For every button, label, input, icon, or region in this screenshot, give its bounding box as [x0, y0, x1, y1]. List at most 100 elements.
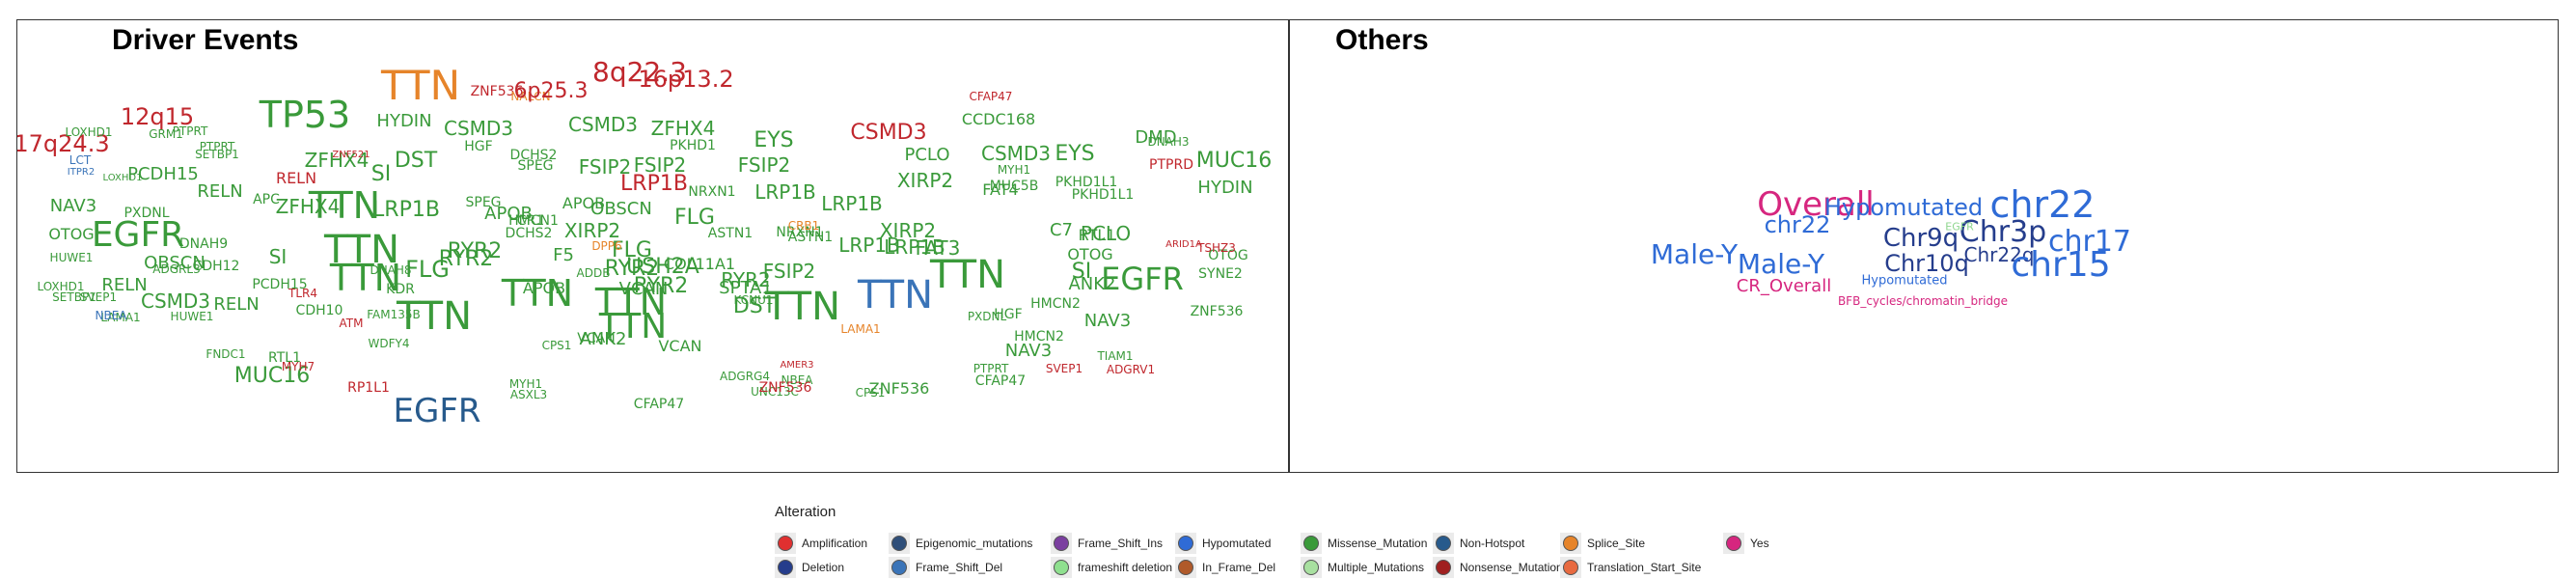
word-xirp2: XIRP2 [563, 219, 621, 242]
word-ush2a: USH2A [626, 255, 699, 279]
word-adgrv1: ADGRV1 [1106, 363, 1156, 376]
legend-label: Yes [1750, 537, 1769, 550]
word-f5: F5 [553, 245, 574, 265]
word-znf536: ZNF536 [758, 380, 812, 396]
word-lrp1b: LRP1B [884, 235, 945, 259]
word-amer3: AMER3 [780, 360, 814, 371]
word-cdh12: CDH12 [192, 259, 240, 274]
word-hgf: HGF [464, 139, 493, 154]
word-zfhx4: ZFHX4 [304, 149, 370, 172]
legend-item-epigenomic-mutations: Epigenomic_mutations [889, 533, 1032, 554]
legend-item-amplification: Amplification [775, 533, 867, 554]
word-adgrg4: ADGRG4 [719, 370, 771, 383]
word-pxdnl: PXDNL [123, 206, 170, 221]
word-ryr2: RYR2 [604, 257, 660, 281]
word-fndc1: FNDC1 [206, 347, 246, 361]
word-si: SI [370, 162, 392, 186]
word-ank2: ANK2 [579, 329, 627, 349]
word-dnah9: DNAH9 [178, 236, 229, 252]
word-hydin: HYDIN [1197, 178, 1253, 198]
word-csmd3: CSMD3 [443, 117, 514, 140]
word-col11a1: COL11A1 [663, 255, 736, 273]
word-cdh10: CDH10 [295, 303, 343, 318]
word-nbea: NBEA [95, 309, 127, 322]
word-ryr2: RYR2 [633, 274, 689, 298]
word-6p25-3: 6p25.3 [513, 79, 589, 103]
word-csmd3: CSMD3 [567, 113, 639, 136]
word-loxhd1: LOXHD1 [102, 173, 143, 183]
word-nbea: NBEA [781, 373, 813, 387]
word-ttn: TTN [381, 62, 460, 109]
word-asxl3: ASXL3 [509, 388, 548, 401]
word-reln: RELN [213, 294, 260, 315]
legend-label: Non-Hotspot [1460, 537, 1525, 550]
word-ttn: TTN [396, 294, 473, 339]
word-8q22-3: 8q22.3 [592, 56, 687, 88]
word-znf521: ZNF521 [332, 150, 370, 160]
word-dnah3: DNAH3 [1147, 135, 1190, 149]
legend-label: Deletion [802, 561, 845, 574]
word-cfap47: CFAP47 [969, 90, 1013, 103]
word-myh1: MYH1 [508, 377, 543, 391]
word-svep1: SVEP1 [79, 290, 118, 304]
word-astn1: ASTN1 [707, 226, 754, 241]
word-setbp1: SETBP1 [52, 290, 96, 304]
word-pclo: PCLO [904, 145, 950, 165]
legend-label: Frame_Shift_Ins [1078, 537, 1164, 550]
word-dnah8: DNAH8 [370, 263, 412, 277]
word-chr15: chr15 [2011, 245, 2111, 285]
legend-key-swatch [891, 536, 907, 551]
word-16p13-2: 16p13.2 [638, 66, 734, 93]
word-setbp1: SETBP1 [195, 148, 239, 161]
word-pcdh15: PCDH15 [127, 164, 199, 184]
word-znf536: ZNF536 [1190, 304, 1244, 319]
word-ttn: TTN [308, 184, 381, 227]
word-dmd: DMD [1135, 127, 1177, 148]
word-chr9q: Chr9q [1882, 224, 1959, 253]
legend-item-non-hotspot: Non-Hotspot [1433, 533, 1524, 554]
word-hmcn2: HMCN2 [1014, 329, 1064, 345]
legend-item-in-frame-del: In_Frame_Del [1175, 557, 1275, 578]
word-egfr: EGFR [1945, 220, 1974, 234]
word-atm: ATM [339, 317, 364, 330]
legend-key-swatch [1178, 536, 1193, 551]
word-dst: DST [394, 149, 438, 173]
word-lrp1b: LRP1B [838, 234, 900, 257]
word-speg: SPEG [465, 195, 502, 210]
word-unc13c: UNC13C [751, 385, 799, 399]
word-egfr: EGFR [91, 215, 185, 255]
word-cfap47: CFAP47 [974, 373, 1027, 389]
word-muc16: MUC16 [233, 364, 311, 388]
word-overall: Overall [1757, 185, 1875, 224]
word-itpr2: ITPR2 [67, 167, 96, 178]
word-chr22: chr22 [1764, 211, 1831, 238]
legend-label: frameshift deletion [1078, 561, 1173, 574]
word-muc5b: MUC5B [989, 179, 1039, 194]
word-apc: APC [253, 192, 280, 207]
legend-label: Missense_Mutation [1328, 537, 1428, 550]
word-flg: FLG [674, 206, 715, 230]
word-chr22q: Chr22q [1963, 243, 2035, 266]
word-lct: LCT [69, 153, 92, 167]
word-fam135b: FAM135B [367, 308, 421, 321]
legend-key-swatch [1054, 560, 1069, 575]
legend-item-splice-site: Splice_Site [1560, 533, 1645, 554]
word-lama1: LAMA1 [840, 322, 881, 336]
legend-label: Hypomutated [1202, 537, 1272, 550]
word-apob: APOB [522, 279, 566, 297]
word-lama1: LAMA1 [100, 311, 141, 324]
others-panel: Others Overall Hypomutated chr22 chr22 Chr9q… [1288, 19, 2559, 473]
word-ptprt: PTPRT [172, 124, 208, 138]
driver-events-panel: Driver Events TTN 8q22.3 TP53 12q15 17q24.3 E… [16, 19, 1290, 473]
word-si: SI [1071, 260, 1092, 284]
word-hmcn1: HMCN1 [508, 213, 559, 229]
word-addb: ADDB [576, 266, 611, 280]
word-nav3: NAV3 [49, 196, 97, 216]
word-hmcn2: HMCN2 [1030, 296, 1081, 312]
word-12q15: 12q15 [120, 103, 195, 130]
word-fat3: FAT3 [915, 236, 961, 260]
word-ttn: TTN [764, 285, 841, 329]
word-muc16: MUC16 [1195, 149, 1273, 173]
word-xirp2: XIRP2 [879, 219, 937, 242]
legend-label: In_Frame_Del [1202, 561, 1276, 574]
